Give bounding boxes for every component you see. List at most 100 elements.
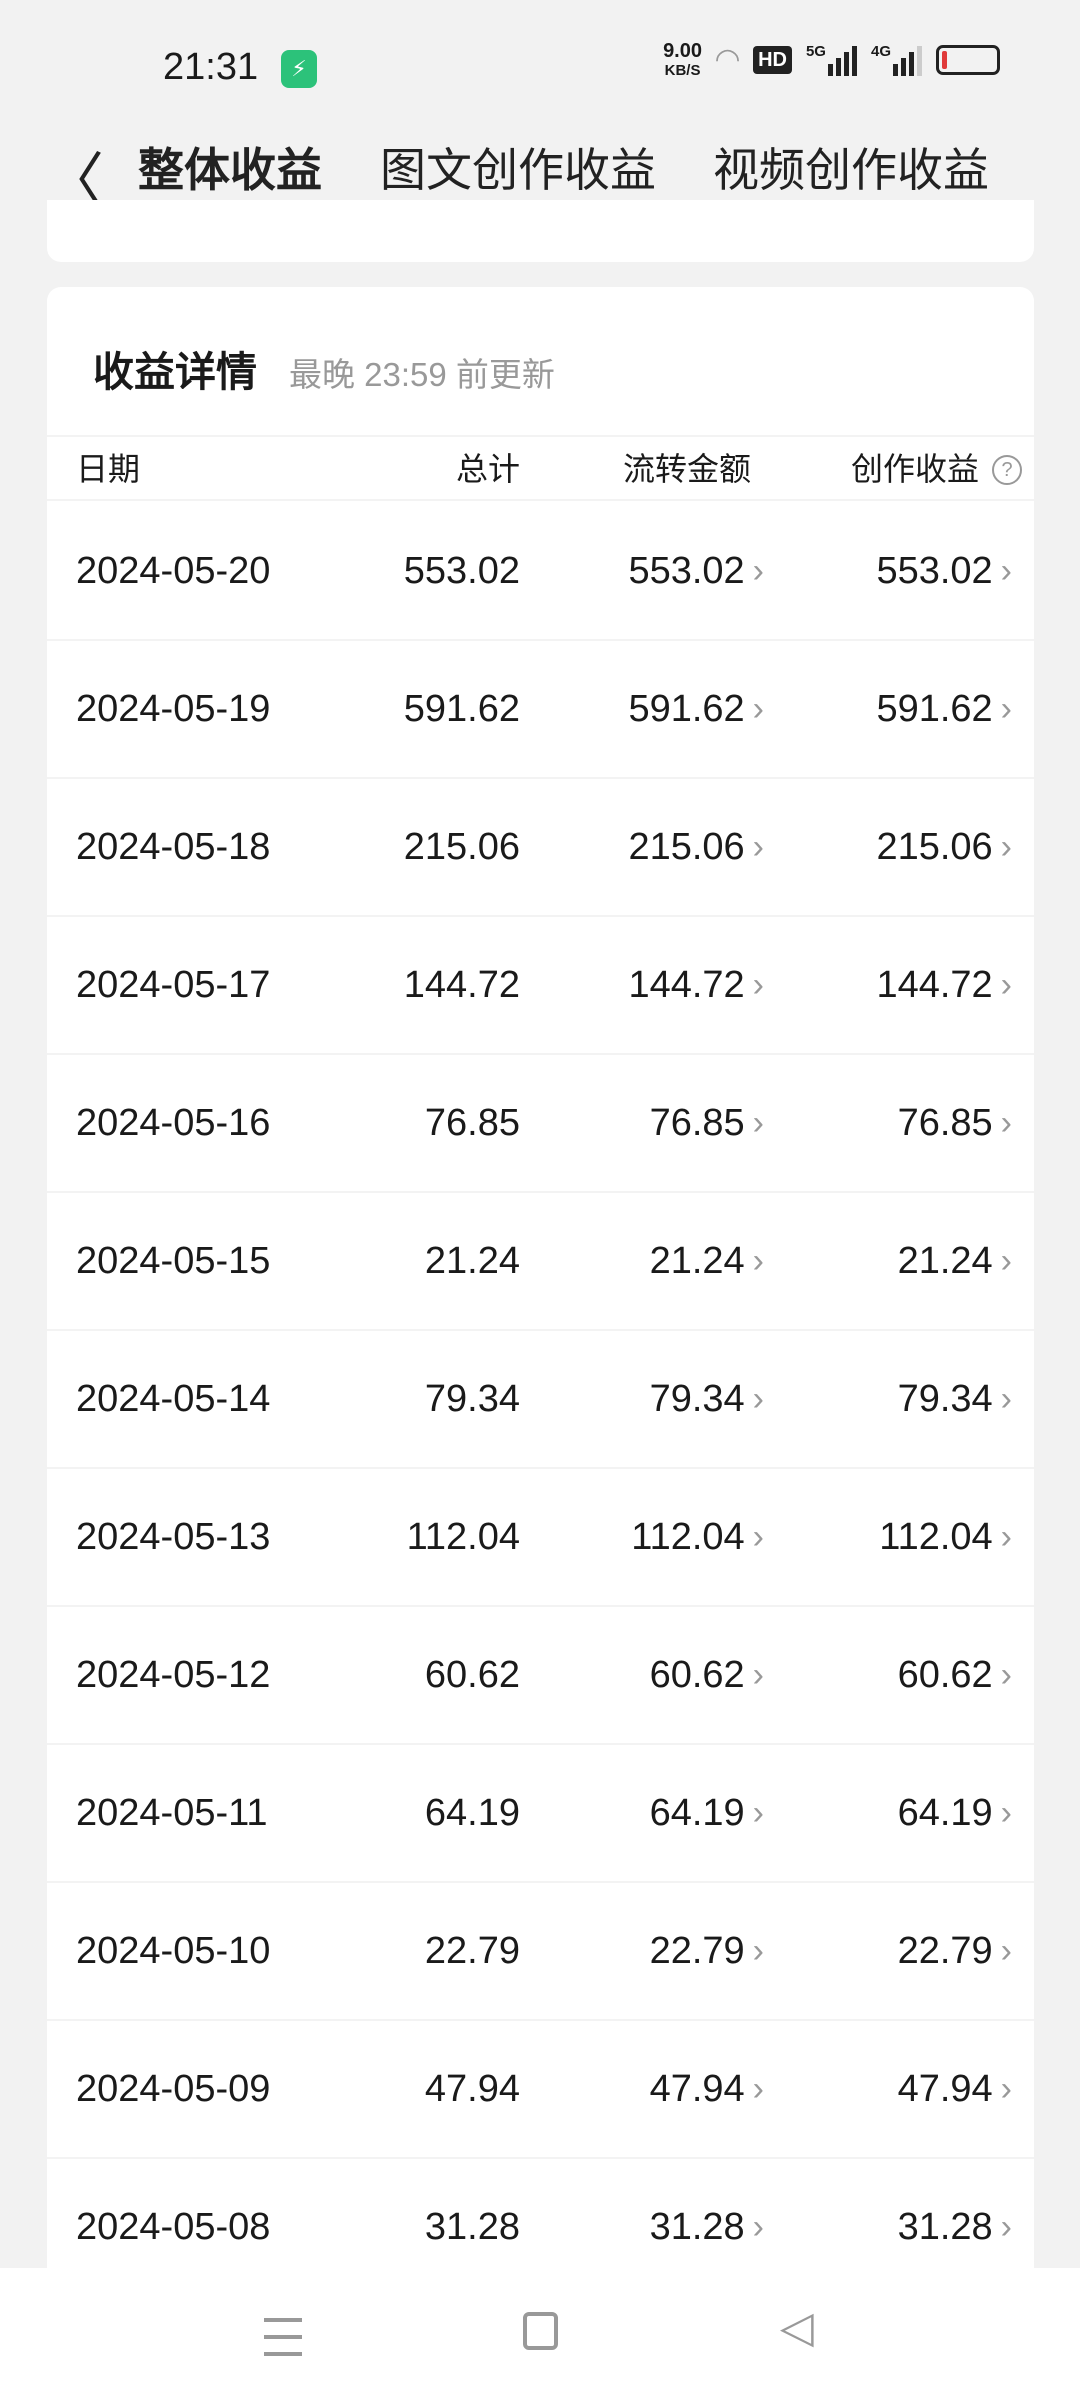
row-flow[interactable]: 112.04 <box>631 1516 745 1558</box>
chevron-right-icon[interactable]: › <box>1000 2208 1012 2246</box>
row-flow-link[interactable]: 215.06 › <box>628 825 764 869</box>
row-creation-link[interactable]: 22.79 › <box>898 1929 1012 1973</box>
row-creation-link[interactable]: 144.72 › <box>876 963 1012 1007</box>
row-flow[interactable]: 215.06 <box>628 826 745 868</box>
row-creation[interactable]: 47.94 <box>897 2068 993 2110</box>
row-creation[interactable]: 215.06 <box>876 826 993 868</box>
row-total: 553.02 <box>403 550 520 592</box>
row-flow-link[interactable]: 76.85 › <box>650 1101 764 1145</box>
chevron-right-icon[interactable]: › <box>1000 552 1012 590</box>
row-flow[interactable]: 64.19 <box>649 1792 745 1834</box>
row-creation[interactable]: 60.62 <box>897 1654 993 1696</box>
menu-icon[interactable] <box>264 2318 302 2356</box>
chevron-right-icon[interactable]: › <box>1000 1794 1012 1832</box>
row-flow-link[interactable]: 21.24 › <box>650 1239 764 1283</box>
row-flow-link[interactable]: 31.28 › <box>650 2205 764 2249</box>
row-creation[interactable]: 112.04 <box>879 1516 993 1558</box>
row-flow-link[interactable]: 79.34 › <box>650 1377 764 1421</box>
chevron-right-icon[interactable]: › <box>1000 1656 1012 1694</box>
chevron-right-icon[interactable]: › <box>1000 828 1012 866</box>
row-flow-link[interactable]: 60.62 › <box>650 1653 764 1697</box>
row-flow-link[interactable]: 591.62 › <box>628 687 764 731</box>
chevron-right-icon[interactable]: › <box>752 690 764 728</box>
row-flow[interactable]: 144.72 <box>628 964 745 1006</box>
row-flow[interactable]: 47.94 <box>649 2068 745 2110</box>
row-creation-link[interactable]: 79.34 › <box>898 1377 1012 1421</box>
row-flow-link[interactable]: 22.79 › <box>650 1929 764 1973</box>
chevron-right-icon[interactable]: › <box>752 1518 764 1556</box>
row-flow-link[interactable]: 64.19 › <box>650 1791 764 1835</box>
row-date: 2024-05-12 <box>76 1654 271 1696</box>
chevron-right-icon[interactable]: › <box>1000 1932 1012 1970</box>
chevron-right-icon[interactable]: › <box>752 2208 764 2246</box>
row-creation-link[interactable]: 47.94 › <box>898 2067 1012 2111</box>
chevron-right-icon[interactable]: › <box>752 1656 764 1694</box>
chevron-right-icon[interactable]: › <box>752 1104 764 1142</box>
help-icon[interactable]: ? <box>992 455 1022 485</box>
chevron-right-icon[interactable]: › <box>1000 1104 1012 1142</box>
row-creation-link[interactable]: 60.62 › <box>898 1653 1012 1697</box>
chevron-right-icon[interactable]: › <box>1000 1242 1012 1280</box>
row-creation-link[interactable]: 553.02 › <box>876 549 1012 593</box>
row-flow-link[interactable]: 144.72 › <box>628 963 764 1007</box>
row-flow[interactable]: 21.24 <box>649 1240 745 1282</box>
table-row: 2024-05-18 215.06 215.06 › 215.06 › <box>47 779 1034 917</box>
row-creation[interactable]: 31.28 <box>897 2206 993 2248</box>
row-flow[interactable]: 79.34 <box>649 1378 745 1420</box>
table-row: 2024-05-15 21.24 21.24 › 21.24 › <box>47 1193 1034 1331</box>
row-total: 21.24 <box>424 1240 520 1282</box>
row-flow-link[interactable]: 112.04 › <box>631 1515 764 1559</box>
chevron-right-icon[interactable]: › <box>752 1932 764 1970</box>
row-date: 2024-05-19 <box>76 688 271 730</box>
row-date: 2024-05-18 <box>76 826 271 868</box>
row-creation[interactable]: 144.72 <box>876 964 993 1006</box>
row-creation[interactable]: 553.02 <box>876 550 993 592</box>
tab-overall[interactable]: 整体收益 <box>138 144 322 196</box>
update-note: 最晚 23:59 前更新 <box>289 356 555 393</box>
chevron-right-icon[interactable]: › <box>752 1380 764 1418</box>
row-flow[interactable]: 591.62 <box>628 688 745 730</box>
back-nav-icon[interactable]: ◁ <box>780 2303 814 2352</box>
row-flow-link[interactable]: 553.02 › <box>628 549 764 593</box>
chevron-right-icon[interactable]: › <box>752 966 764 1004</box>
home-icon[interactable] <box>523 2312 558 2350</box>
row-creation[interactable]: 79.34 <box>897 1378 993 1420</box>
row-creation[interactable]: 591.62 <box>876 688 993 730</box>
chevron-right-icon[interactable]: › <box>752 2070 764 2108</box>
row-total: 64.19 <box>424 1792 520 1834</box>
row-creation[interactable]: 64.19 <box>897 1792 993 1834</box>
signal-5g-icon: 5G <box>806 43 857 76</box>
system-nav-bar: ◁ <box>0 2268 1080 2400</box>
chevron-right-icon[interactable]: › <box>1000 1518 1012 1556</box>
network-speed: 9.00 KB/S <box>663 40 702 79</box>
row-flow[interactable]: 22.79 <box>649 1930 745 1972</box>
chevron-right-icon[interactable]: › <box>1000 1380 1012 1418</box>
row-creation-link[interactable]: 215.06 › <box>876 825 1012 869</box>
row-flow-link[interactable]: 47.94 › <box>650 2067 764 2111</box>
row-creation[interactable]: 76.85 <box>897 1102 993 1144</box>
chevron-right-icon[interactable]: › <box>752 1794 764 1832</box>
chevron-right-icon[interactable]: › <box>752 552 764 590</box>
chevron-right-icon[interactable]: › <box>1000 690 1012 728</box>
row-total: 112.04 <box>406 1516 520 1558</box>
row-creation-link[interactable]: 112.04 › <box>879 1515 1012 1559</box>
row-flow[interactable]: 76.85 <box>649 1102 745 1144</box>
chevron-right-icon[interactable]: › <box>752 1242 764 1280</box>
row-creation[interactable]: 21.24 <box>897 1240 993 1282</box>
chevron-right-icon[interactable]: › <box>752 828 764 866</box>
row-creation-link[interactable]: 31.28 › <box>898 2205 1012 2249</box>
row-creation-link[interactable]: 76.85 › <box>898 1101 1012 1145</box>
row-flow[interactable]: 31.28 <box>649 2206 745 2248</box>
chevron-right-icon[interactable]: › <box>1000 966 1012 1004</box>
row-flow[interactable]: 553.02 <box>628 550 745 592</box>
row-creation-link[interactable]: 21.24 › <box>898 1239 1012 1283</box>
tab-video[interactable]: 视频创作收益 <box>713 144 989 196</box>
row-flow[interactable]: 60.62 <box>649 1654 745 1696</box>
row-creation-link[interactable]: 64.19 › <box>898 1791 1012 1835</box>
row-total: 144.72 <box>403 964 520 1006</box>
row-creation-link[interactable]: 591.62 › <box>876 687 1012 731</box>
tab-article[interactable]: 图文创作收益 <box>380 144 656 196</box>
row-creation[interactable]: 22.79 <box>897 1930 993 1972</box>
row-date: 2024-05-13 <box>76 1516 271 1558</box>
chevron-right-icon[interactable]: › <box>1000 2070 1012 2108</box>
